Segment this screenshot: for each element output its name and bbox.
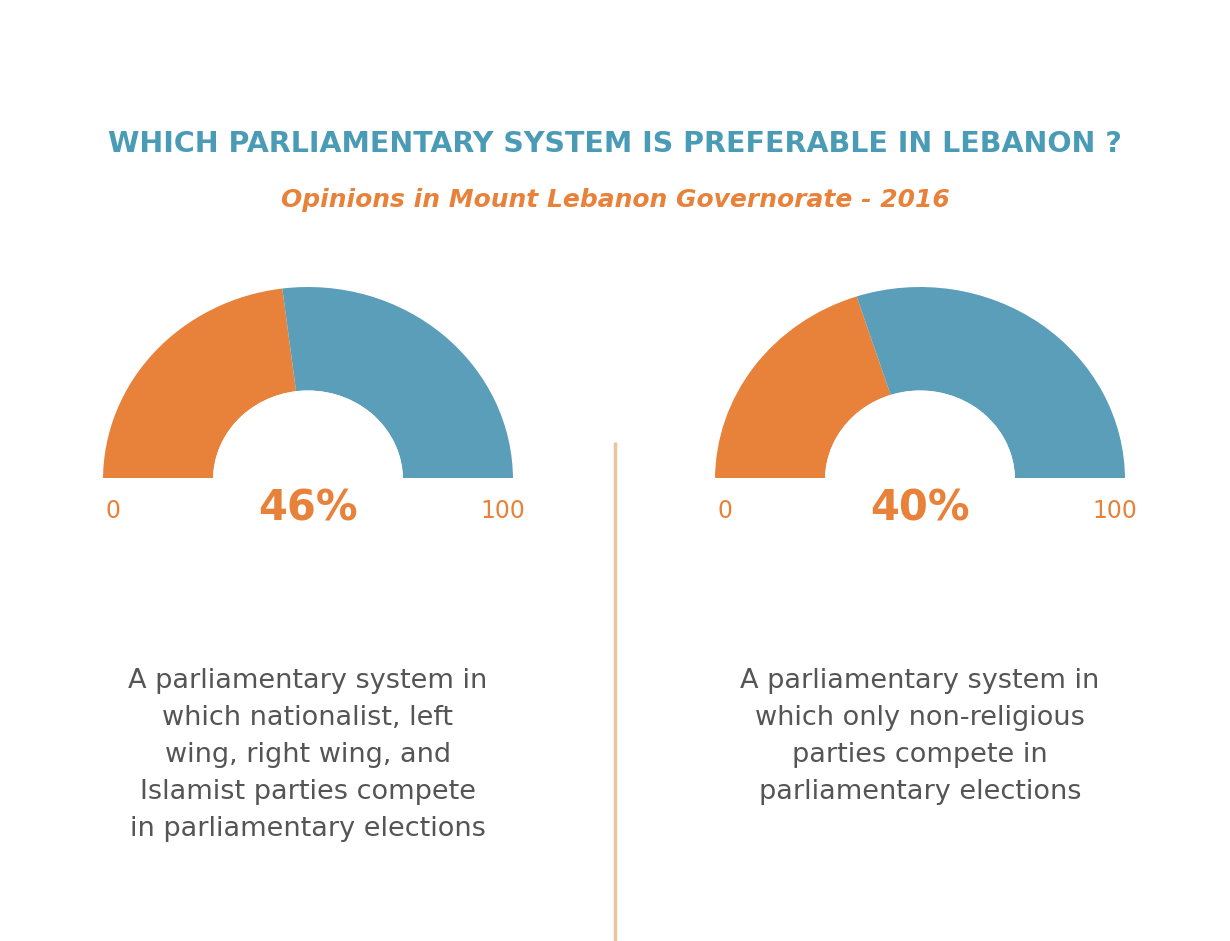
Wedge shape — [213, 391, 403, 480]
Text: 100: 100 — [1092, 499, 1138, 523]
Text: 46%: 46% — [258, 487, 358, 529]
Text: 100: 100 — [481, 499, 525, 523]
Wedge shape — [856, 287, 1125, 480]
Text: 40%: 40% — [870, 487, 969, 529]
Text: A parliamentary system in
which nationalist, left
wing, right wing, and
Islamist: A parliamentary system in which national… — [128, 668, 487, 842]
Text: WHICH PARLIAMENTARY SYSTEM IS PREFERABLE IN LEBANON ?: WHICH PARLIAMENTARY SYSTEM IS PREFERABLE… — [108, 130, 1122, 157]
Text: Opinions in Mount Lebanon Governorate - 2016: Opinions in Mount Lebanon Governorate - … — [280, 188, 950, 212]
Bar — [715, 478, 1125, 482]
Wedge shape — [283, 287, 513, 480]
Text: A parliamentary system in
which only non-religious
parties compete in
parliament: A parliamentary system in which only non… — [740, 668, 1100, 805]
Text: 0: 0 — [717, 499, 733, 523]
Wedge shape — [825, 391, 1015, 480]
Wedge shape — [715, 296, 891, 480]
Wedge shape — [103, 289, 296, 480]
Text: 0: 0 — [106, 499, 121, 523]
Bar — [103, 478, 513, 482]
